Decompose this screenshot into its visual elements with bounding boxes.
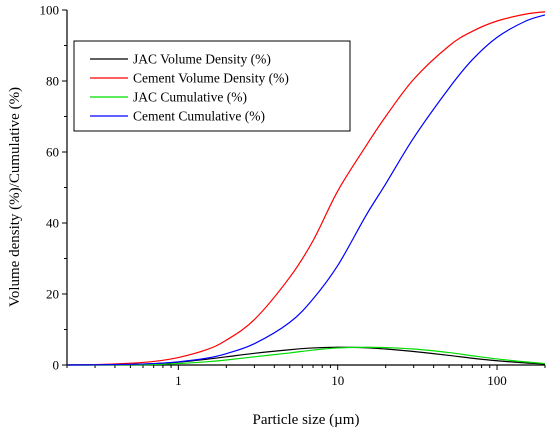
series-line-jac-cumulative (66, 346, 546, 366)
y-tick-label: 0 (53, 358, 60, 373)
legend-entries: JAC Volume Density (%) Cement Volume Dens… (90, 52, 289, 124)
legend-label: Cement Cumulative (%) (133, 109, 265, 124)
legend-entry-cement-volume-density: Cement Volume Density (%) (90, 71, 289, 86)
legend-label: Cement Volume Density (%) (133, 71, 289, 86)
x-tick-label: 1 (175, 373, 182, 388)
y-tick-label: 100 (40, 3, 60, 18)
series-layer (66, 11, 546, 366)
x-axis-ticks: 1 10 100 (66, 365, 546, 388)
x-tick-label: 100 (487, 373, 507, 388)
legend: JAC Volume Density (%) Cement Volume Dens… (73, 40, 351, 132)
y-tick-label: 60 (46, 145, 59, 160)
legend-entry-jac-volume-density: JAC Volume Density (%) (90, 52, 271, 67)
series-line-cement-cumulative (66, 14, 546, 366)
x-axis-title: Particle size (µm) (253, 412, 360, 428)
y-tick-label: 40 (46, 216, 59, 231)
legend-entry-cement-cumulative: Cement Cumulative (%) (90, 109, 265, 124)
y-tick-label: 80 (46, 74, 59, 89)
legend-label: JAC Cumulative (%) (133, 90, 247, 105)
legend-label: JAC Volume Density (%) (133, 52, 271, 67)
legend-entry-jac-cumulative: JAC Cumulative (%) (90, 90, 247, 105)
y-tick-label: 20 (46, 287, 59, 302)
series-line-cement-volume-density (66, 11, 546, 366)
x-tick-label: 10 (331, 373, 344, 388)
y-axis-title: Volume density (%)/Cumulative (%) (7, 87, 23, 307)
y-axis-ticks: 0 20 40 60 80 100 (40, 3, 67, 373)
